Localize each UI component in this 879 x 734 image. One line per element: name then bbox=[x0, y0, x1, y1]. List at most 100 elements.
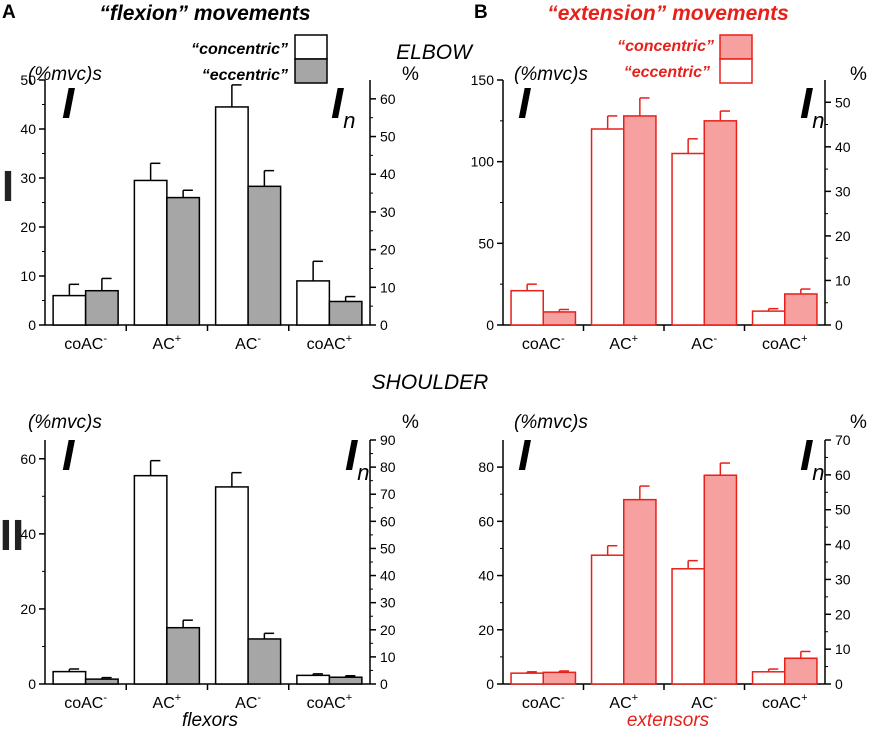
y-tick-label-right: 20 bbox=[835, 606, 851, 622]
x-tick-label: AC- bbox=[235, 333, 261, 353]
shoulder-label: SHOULDER bbox=[372, 371, 489, 394]
x-tick-label: coAC- bbox=[64, 692, 107, 712]
y-tick-label-right: 20 bbox=[380, 242, 396, 258]
y-tick-label-right: 90 bbox=[380, 432, 396, 448]
right-unit-label: % bbox=[402, 64, 419, 85]
bar-eccentric bbox=[247, 185, 282, 326]
y-tick-label-right: 80 bbox=[380, 459, 396, 475]
right-symbol: In bbox=[800, 79, 824, 133]
y-tick-label-left: 40 bbox=[20, 526, 36, 542]
x-tick-label: coAC+ bbox=[762, 692, 808, 712]
x-tick-label: AC+ bbox=[153, 333, 182, 353]
bar-eccentric bbox=[784, 293, 818, 326]
bar-concentric bbox=[751, 310, 786, 326]
panel-labels-a2: (%mvc)s I % In bbox=[28, 412, 419, 485]
legend-extension-eccentric-swatch bbox=[719, 58, 753, 84]
y-tick-label-right: 30 bbox=[835, 183, 851, 199]
x-tick-label: AC- bbox=[235, 692, 261, 712]
y-tick-label-right: 60 bbox=[380, 91, 396, 107]
legend-flexion: “concentric” “eccentric” bbox=[191, 34, 328, 84]
right-symbol-sub: n bbox=[357, 460, 369, 485]
y-tick-label-left: 80 bbox=[478, 459, 494, 475]
y-tick-label-right: 10 bbox=[835, 641, 851, 657]
x-tick-label: coAC+ bbox=[307, 333, 353, 353]
legend-flexion-eccentric-label: “eccentric” bbox=[202, 67, 288, 84]
y-tick-label-left: 10 bbox=[20, 268, 36, 284]
legend-extension-eccentric-label: “eccentric” bbox=[624, 64, 710, 81]
chart-elbow-extension: 0 50 100 150 0 10 20 30 40 50 coAC- AC+ AC-coAC+ bbox=[471, 72, 851, 353]
panel-labels-a1: (%mvc)s I % In bbox=[28, 64, 419, 133]
bar-eccentric bbox=[84, 678, 119, 685]
y-tick-label-right: 20 bbox=[380, 622, 396, 638]
legend-flexion-concentric-swatch bbox=[294, 34, 328, 60]
y-tick-label-right: 30 bbox=[380, 204, 396, 220]
flexion-title: “flexion” movements bbox=[99, 2, 310, 25]
bar-concentric bbox=[671, 152, 705, 326]
left-symbol: I bbox=[62, 431, 75, 480]
bar-eccentric bbox=[623, 115, 657, 326]
left-symbol: I bbox=[518, 79, 531, 128]
xlabel-flexors: flexors bbox=[182, 710, 238, 731]
y-tick-label-right: 60 bbox=[835, 467, 851, 483]
y-tick-label-left: 50 bbox=[20, 72, 36, 88]
y-tick-label-right: 50 bbox=[380, 540, 396, 556]
x-tick-label: coAC- bbox=[64, 333, 107, 353]
y-tick-label-right: 70 bbox=[380, 486, 396, 502]
y-tick-label-right: 0 bbox=[380, 317, 388, 333]
y-tick-label-right: 0 bbox=[380, 676, 388, 692]
right-symbol-sub: n bbox=[812, 460, 824, 485]
y-tick-label-right: 20 bbox=[835, 228, 851, 244]
y-tick-label-left: 50 bbox=[478, 235, 494, 251]
chart-shoulder-extension: 0 20 40 60 80 0 10 20 30 40 50 60 70 coAC- AC+ AC-coAC+ bbox=[478, 432, 850, 712]
right-symbol-sub: n bbox=[812, 108, 824, 133]
right-unit-label: % bbox=[850, 412, 867, 433]
y-tick-label-right: 30 bbox=[835, 571, 851, 587]
bar-concentric bbox=[296, 280, 331, 326]
y-tick-label-right: 40 bbox=[835, 139, 851, 155]
bar-concentric bbox=[751, 671, 786, 685]
y-tick-label-left: 40 bbox=[478, 568, 494, 584]
y-tick-label-right: 50 bbox=[835, 94, 851, 110]
right-symbol-sub: n bbox=[343, 108, 355, 133]
y-tick-label-left: 20 bbox=[20, 219, 36, 235]
y-tick-label-right: 50 bbox=[835, 502, 851, 518]
panel-b-letter: B bbox=[474, 2, 488, 23]
y-tick-label-right: 0 bbox=[835, 317, 843, 333]
x-tick-label: coAC+ bbox=[307, 692, 353, 712]
bar-eccentric bbox=[166, 626, 201, 685]
y-tick-label-right: 40 bbox=[380, 568, 396, 584]
y-tick-label-right: 40 bbox=[380, 166, 396, 182]
y-tick-label-right: 10 bbox=[380, 279, 396, 295]
bar-concentric bbox=[590, 554, 625, 685]
bar-concentric bbox=[510, 289, 544, 326]
panel-a-letter: A bbox=[2, 2, 16, 23]
right-symbol: In bbox=[345, 431, 369, 485]
chart-shoulder-flexion: 0 20 40 60 0 10 20 30 40 50 60 70 80 90 coAC- AC+ AC-coA… bbox=[20, 432, 395, 712]
x-tick-label: coAC- bbox=[522, 333, 565, 353]
x-tick-label: AC+ bbox=[609, 692, 638, 712]
bar-concentric bbox=[590, 128, 625, 326]
legend-extension: “concentric” “eccentric” bbox=[617, 34, 753, 84]
y-tick-label-right: 10 bbox=[835, 272, 851, 288]
bar-eccentric bbox=[542, 311, 577, 326]
bar-eccentric bbox=[703, 120, 738, 326]
bar-eccentric bbox=[84, 289, 119, 326]
right-symbol: In bbox=[800, 431, 824, 485]
panel-labels-b1: (%mvc)s I % In bbox=[514, 64, 867, 133]
right-unit-label: % bbox=[850, 64, 867, 85]
bar-eccentric bbox=[166, 196, 201, 326]
bar-concentric bbox=[133, 474, 168, 685]
y-tick-label-right: 10 bbox=[380, 649, 396, 665]
bar-concentric bbox=[214, 106, 249, 326]
bar-eccentric bbox=[784, 657, 818, 685]
y-tick-label-left: 0 bbox=[28, 317, 36, 333]
left-unit-label: (%mvc)s bbox=[514, 412, 588, 433]
bar-concentric bbox=[133, 179, 168, 326]
bar-eccentric bbox=[542, 671, 577, 685]
xlabel-extensors: extensors bbox=[627, 710, 710, 731]
bar-concentric bbox=[671, 568, 705, 685]
y-tick-label-right: 0 bbox=[835, 676, 843, 692]
bar-eccentric bbox=[328, 676, 363, 685]
y-tick-label-left: 30 bbox=[20, 170, 36, 186]
